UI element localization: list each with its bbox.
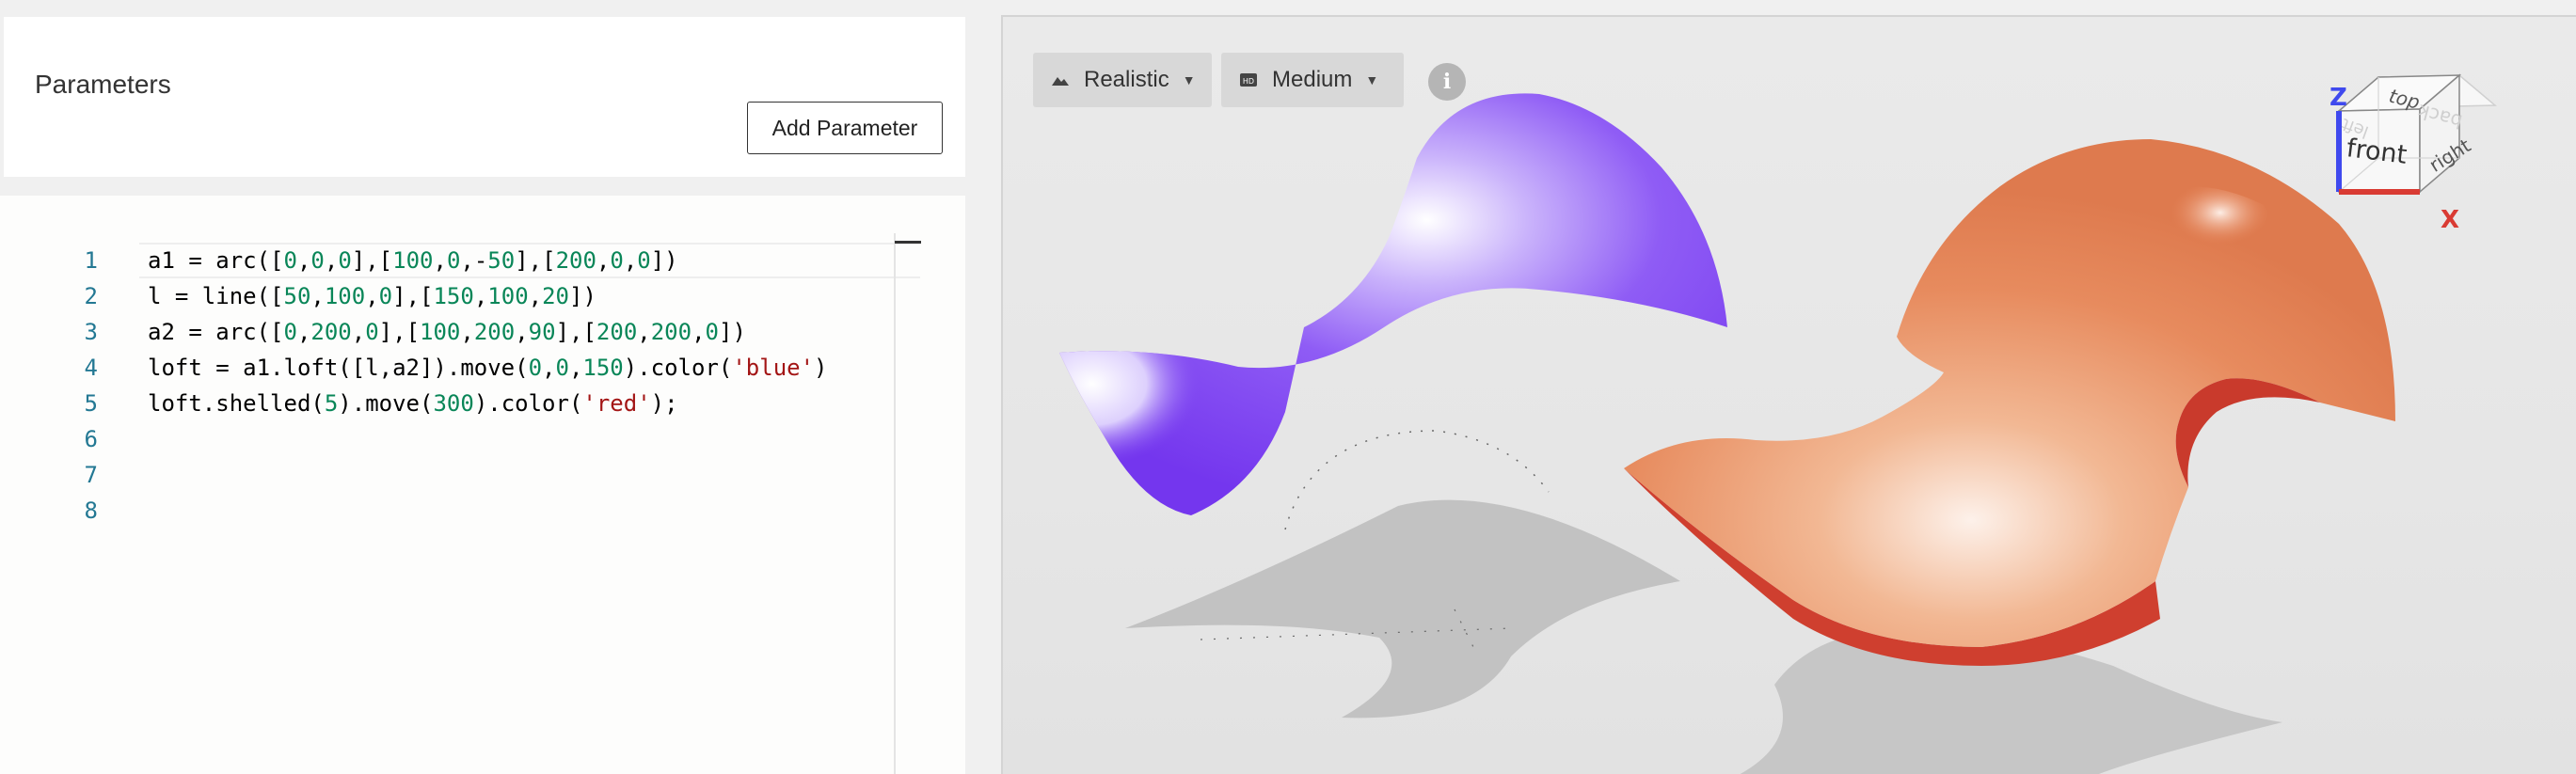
code-line: 8 [0,493,941,529]
code-line: 6 [0,421,941,457]
3d-viewport[interactable]: Realistic ▼ HD Medium ▼ i top b [1001,15,2576,774]
quality-icon: HD [1238,70,1259,90]
line-number: 5 [56,386,98,421]
line-number: 6 [56,421,98,457]
red-shell-inner-edge [2176,378,2320,487]
parameters-panel: Parameters Add Parameter [4,17,965,177]
line-number: 4 [56,350,98,386]
add-parameter-button[interactable]: Add Parameter [747,102,943,154]
quality-label: Medium [1272,67,1352,93]
info-button[interactable]: i [1428,63,1466,101]
z-axis-label: Z [2330,84,2347,112]
code-text[interactable]: loft.shelled(5).move(300).color('red'); [148,386,678,421]
svg-text:HD: HD [1243,77,1254,86]
blue-loft-highlight [1059,351,1278,515]
mountain-icon [1050,70,1071,90]
x-axis-label: X [2441,206,2459,234]
line-number: 3 [56,314,98,350]
code-text[interactable]: l = line([50,100,0],[150,100,20]) [148,278,596,314]
code-text[interactable]: a2 = arc([0,200,0],[100,200,90],[200,200… [148,314,746,350]
code-line: 5 loft.shelled(5).move(300).color('red')… [0,386,941,421]
chevron-down-icon: ▼ [1365,72,1378,87]
parameters-title: Parameters [35,70,171,100]
render-mode-dropdown[interactable]: Realistic ▼ [1033,53,1212,107]
left-column: Parameters Add Parameter 1 a1 = arc([0,0… [0,0,975,774]
chevron-down-icon: ▼ [1183,72,1196,87]
line-number: 8 [56,493,98,529]
code-line: 4 loft = a1.loft([l,a2]).move(0,0,150).c… [0,350,941,386]
code-text[interactable]: loft = a1.loft([l,a2]).move(0,0,150).col… [148,350,828,386]
code-line: 7 [0,457,941,493]
view-cube[interactable]: top back left front right Z X [2320,49,2546,237]
code-line: 2 l = line([50,100,0],[150,100,20]) [0,278,941,314]
line-number: 7 [56,457,98,493]
line-number: 1 [56,243,98,278]
render-mode-label: Realistic [1084,67,1169,93]
code-line: 1 a1 = arc([0,0,0],[100,0,-50],[200,0,0]… [0,243,941,278]
quality-dropdown[interactable]: HD Medium ▼ [1221,53,1404,107]
blue-loft-shadow [1125,500,1680,719]
code-line: 3 a2 = arc([0,200,0],[100,200,90],[200,2… [0,314,941,350]
code-editor[interactable]: 1 a1 = arc([0,0,0],[100,0,-50],[200,0,0]… [0,196,965,774]
line-number: 2 [56,278,98,314]
code-text[interactable]: a1 = arc([0,0,0],[100,0,-50],[200,0,0]) [148,243,678,278]
